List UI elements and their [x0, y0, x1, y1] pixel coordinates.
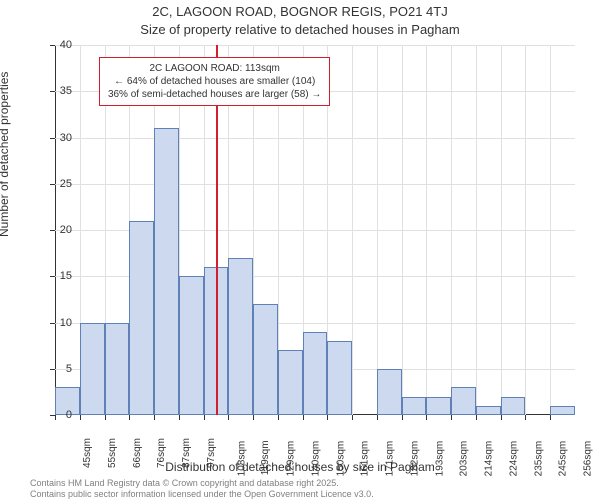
grid-line-v: [476, 45, 477, 415]
x-tick-label: 224sqm: [509, 441, 520, 477]
chart-container: 2C, LAGOON ROAD, BOGNOR REGIS, PO21 4TJ …: [0, 0, 600, 500]
histogram-bar: [402, 397, 427, 416]
x-tick-mark: [303, 415, 304, 420]
grid-line-v: [451, 45, 452, 415]
annotation-line2: ← 64% of detached houses are smaller (10…: [108, 75, 321, 88]
footer-text-1: Contains HM Land Registry data © Crown c…: [30, 478, 339, 488]
x-tick-label: 245sqm: [558, 441, 569, 477]
x-tick-label: 182sqm: [409, 441, 420, 477]
y-tick-label: 30: [52, 132, 72, 144]
chart-title-line2: Size of property relative to detached ho…: [0, 22, 600, 37]
x-tick-mark: [179, 415, 180, 420]
y-tick-label: 20: [52, 224, 72, 236]
x-tick-label: 129sqm: [286, 441, 297, 477]
grid-line-v: [501, 45, 502, 415]
x-tick-mark: [228, 415, 229, 420]
x-tick-mark: [550, 415, 551, 420]
histogram-bar: [377, 369, 402, 415]
y-tick-label: 40: [52, 39, 72, 51]
annotation-box: 2C LAGOON ROAD: 113sqm← 64% of detached …: [99, 57, 330, 106]
y-tick-label: 25: [52, 178, 72, 190]
x-tick-mark: [253, 415, 254, 420]
x-tick-label: 108sqm: [236, 441, 247, 477]
grid-line-v: [377, 45, 378, 415]
x-tick-mark: [105, 415, 106, 420]
grid-line-v: [525, 45, 526, 415]
grid-line-v: [352, 45, 353, 415]
grid-line-h: [55, 138, 575, 139]
x-tick-mark: [426, 415, 427, 420]
x-tick-mark: [80, 415, 81, 420]
histogram-bar: [476, 406, 501, 415]
x-tick-label: 140sqm: [310, 441, 321, 477]
annotation-line1: 2C LAGOON ROAD: 113sqm: [108, 62, 321, 75]
x-tick-label: 256sqm: [583, 441, 594, 477]
histogram-bar: [501, 397, 526, 416]
histogram-bar: [451, 387, 476, 415]
x-tick-mark: [501, 415, 502, 420]
x-tick-mark: [402, 415, 403, 420]
histogram-bar: [550, 406, 575, 415]
y-tick-label: 0: [52, 409, 72, 421]
histogram-bar: [278, 350, 303, 415]
histogram-bar: [179, 276, 204, 415]
histogram-bar: [105, 323, 130, 416]
x-tick-label: 87sqm: [181, 438, 192, 468]
x-tick-label: 66sqm: [132, 438, 143, 468]
x-tick-label: 161sqm: [360, 441, 371, 477]
histogram-bar: [129, 221, 154, 415]
x-tick-mark: [525, 415, 526, 420]
x-tick-mark: [154, 415, 155, 420]
x-tick-label: 45sqm: [82, 438, 93, 468]
footer-text-2: Contains public sector information licen…: [30, 489, 374, 499]
x-tick-label: 171sqm: [385, 441, 396, 477]
x-tick-label: 203sqm: [459, 441, 470, 477]
grid-line-v: [550, 45, 551, 415]
x-tick-mark: [451, 415, 452, 420]
histogram-bar: [327, 341, 352, 415]
x-tick-mark: [476, 415, 477, 420]
annotation-line3: 36% of semi-detached houses are larger (…: [108, 88, 321, 101]
x-tick-mark: [204, 415, 205, 420]
histogram-bar: [154, 128, 179, 415]
x-tick-mark: [129, 415, 130, 420]
histogram-bar: [80, 323, 105, 416]
y-axis-label: Number of detached properties: [0, 72, 11, 237]
x-tick-label: 193sqm: [434, 441, 445, 477]
grid-line-h: [55, 45, 575, 46]
x-tick-mark: [377, 415, 378, 420]
x-tick-label: 97sqm: [206, 438, 217, 468]
x-tick-label: 119sqm: [260, 440, 271, 475]
x-tick-label: 150sqm: [335, 441, 346, 477]
grid-line-v: [402, 45, 403, 415]
x-tick-mark: [327, 415, 328, 420]
histogram-bar: [303, 332, 328, 415]
grid-line-v: [426, 45, 427, 415]
x-tick-label: 55sqm: [107, 438, 118, 468]
x-tick-mark: [278, 415, 279, 420]
y-tick-label: 35: [52, 85, 72, 97]
x-tick-label: 214sqm: [484, 441, 495, 477]
histogram-bar: [426, 397, 451, 416]
y-tick-label: 15: [52, 270, 72, 282]
x-tick-label: 76sqm: [156, 438, 167, 468]
histogram-bar: [228, 258, 253, 415]
chart-title-line1: 2C, LAGOON ROAD, BOGNOR REGIS, PO21 4TJ: [0, 4, 600, 19]
x-tick-label: 235sqm: [533, 441, 544, 477]
x-tick-mark: [352, 415, 353, 420]
grid-line-h: [55, 184, 575, 185]
y-tick-label: 5: [52, 363, 72, 375]
histogram-bar: [253, 304, 278, 415]
y-tick-label: 10: [52, 317, 72, 329]
